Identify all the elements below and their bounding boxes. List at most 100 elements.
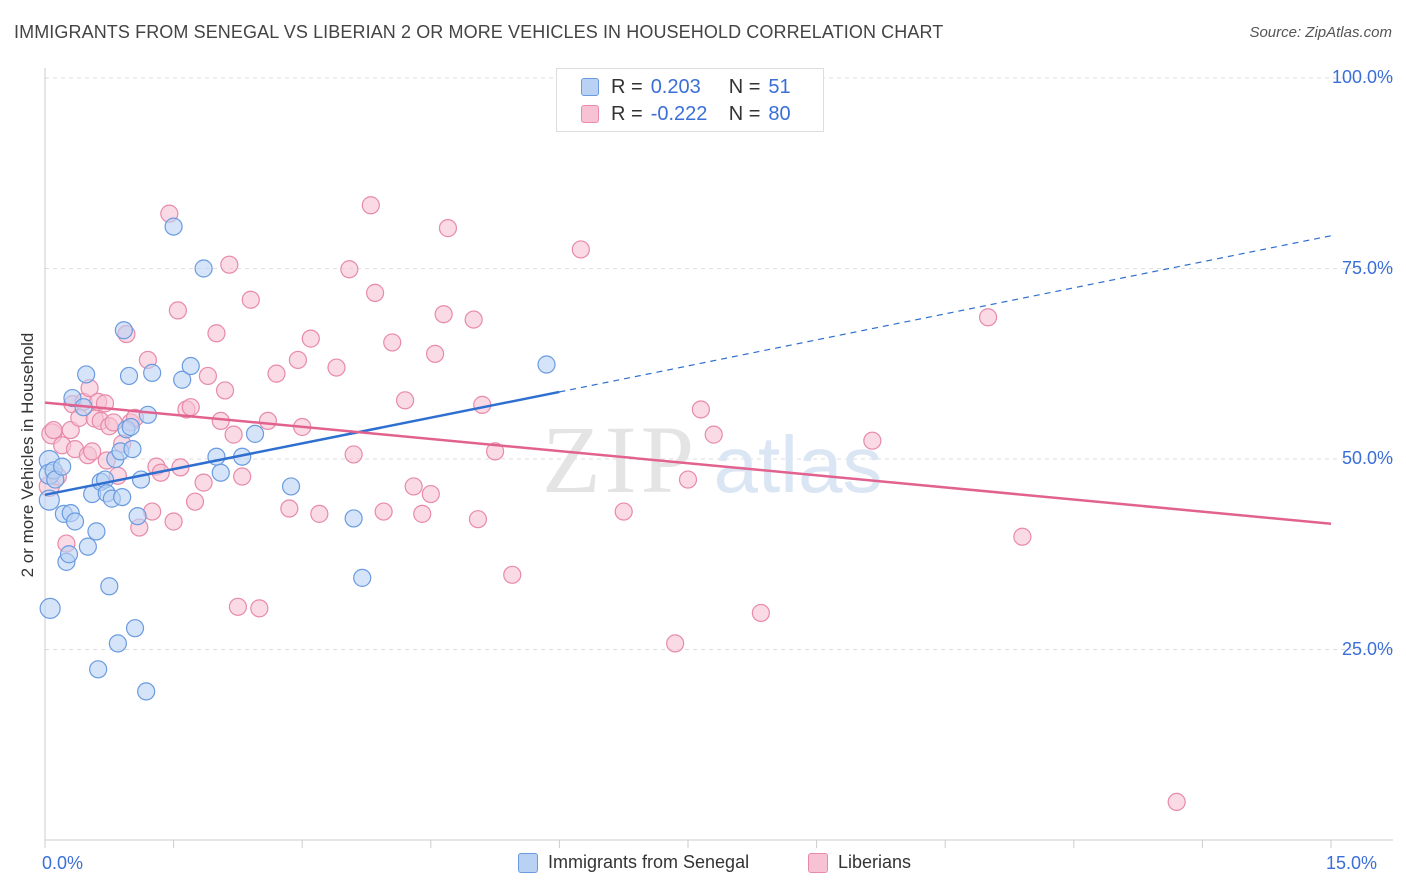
senegal-point — [211, 463, 230, 482]
liberians-point — [288, 350, 308, 370]
liberians-point — [83, 442, 102, 461]
bottom-legend-label-senegal: Immigrants from Senegal — [548, 852, 750, 872]
y-tick-label: 50.0% — [1341, 448, 1393, 468]
senegal-point — [38, 489, 60, 511]
liberians-point — [1167, 792, 1186, 812]
senegal-point — [77, 365, 96, 384]
y-tick-label: 75.0% — [1341, 257, 1393, 278]
senegal-point — [39, 597, 61, 619]
senegal-point — [108, 634, 127, 653]
liberians-point — [614, 502, 633, 521]
liberians-point — [473, 395, 492, 414]
liberians-point — [486, 442, 505, 461]
grid-lines — [45, 77, 1393, 650]
liberians-point — [383, 333, 402, 352]
liberians-point — [340, 260, 359, 279]
liberians-point — [233, 467, 252, 486]
liberians-point — [194, 473, 213, 492]
y-tick-label: 25.0% — [1341, 638, 1393, 659]
liberians-point — [678, 470, 698, 489]
liberians-point — [978, 308, 998, 327]
legend-swatch-liberians — [581, 105, 599, 123]
senegal-point — [87, 522, 106, 541]
liberians-point — [464, 310, 483, 329]
liberians-point — [361, 196, 380, 215]
liberians-point — [374, 502, 393, 521]
legend-n-value-senegal: 51 — [768, 75, 791, 98]
legend-r-value-senegal: 0.203 — [650, 75, 701, 98]
liberians-point — [468, 510, 488, 529]
senegal-point — [114, 321, 133, 340]
liberians-point — [421, 484, 440, 504]
senegal-point — [181, 356, 200, 376]
senegal-point — [113, 488, 132, 507]
trend-lines — [44, 235, 1332, 526]
senegal-trend-line — [44, 390, 560, 497]
senegal-point — [53, 457, 72, 476]
liberians-point — [571, 240, 590, 259]
bottom-legend-senegal: Immigrants from Senegal — [518, 852, 749, 873]
senegal-point — [173, 370, 192, 389]
senegal-point — [143, 363, 162, 382]
senegal-point — [344, 509, 363, 528]
senegal-point — [89, 660, 108, 679]
y-tick-label: 100.0% — [1331, 67, 1393, 87]
legend-row-liberians: R = -0.222 N = 80 — [581, 101, 791, 127]
liberians-point — [395, 391, 415, 410]
series-senegal-points — [38, 217, 556, 701]
liberians-point — [310, 504, 329, 523]
liberians-point — [434, 305, 453, 324]
correlation-legend: R = 0.203 N = 51 R = -0.222 N = 80 — [556, 68, 824, 132]
bottom-legend-liberians: Liberians — [808, 852, 911, 873]
liberians-point — [413, 504, 432, 523]
senegal-point — [245, 424, 265, 443]
legend-n-label: N = — [728, 102, 761, 125]
liberians-point — [704, 425, 723, 444]
senegal-point — [125, 619, 145, 638]
liberians-point — [185, 492, 205, 511]
source-note: Source: ZipAtlas.com — [1249, 24, 1392, 41]
bottom-legend-label-liberians: Liberians — [838, 852, 912, 872]
x-tick-label-min: 0.0% — [42, 853, 84, 873]
legend-row-senegal: R = 0.203 N = 51 — [581, 74, 791, 100]
senegal-trend-extension — [559, 235, 1332, 393]
bottom-legend-swatch-liberians — [808, 852, 828, 873]
senegal-point — [78, 537, 97, 556]
liberians-point — [404, 477, 423, 496]
liberians-point — [425, 344, 445, 363]
senegal-point — [121, 417, 140, 437]
liberians-point — [215, 381, 235, 400]
liberians-trend-line — [44, 401, 1332, 526]
liberians-point — [365, 283, 385, 302]
senegal-point — [119, 366, 139, 386]
liberians-point — [258, 411, 278, 430]
bottom-legend-swatch-senegal — [518, 852, 538, 873]
x-tick-label-max: 15.0% — [1326, 853, 1378, 873]
legend-r-value-liberians: -0.222 — [650, 102, 708, 125]
senegal-point — [100, 577, 119, 596]
liberians-point — [751, 603, 770, 623]
liberians-point — [1013, 527, 1032, 546]
senegal-point — [128, 507, 147, 526]
liberians-point — [228, 597, 247, 616]
senegal-point — [194, 259, 213, 278]
senegal-point — [281, 477, 301, 496]
senegal-point — [123, 439, 142, 459]
senegal-point — [59, 545, 79, 564]
liberians-point — [438, 219, 458, 238]
liberians-point — [267, 364, 286, 383]
liberians-point — [241, 290, 260, 309]
liberians-point — [327, 358, 346, 377]
liberians-point — [198, 366, 217, 386]
liberians-point — [220, 255, 239, 274]
legend-swatch-senegal — [581, 78, 599, 96]
legend-n-label: N = — [728, 75, 761, 98]
liberians-point — [224, 425, 243, 444]
senegal-point — [164, 217, 183, 236]
legend-r-label: R = — [611, 75, 643, 98]
liberians-point — [250, 599, 269, 618]
senegal-point — [137, 682, 156, 701]
senegal-point — [138, 405, 157, 424]
legend-r-label: R = — [611, 102, 643, 125]
